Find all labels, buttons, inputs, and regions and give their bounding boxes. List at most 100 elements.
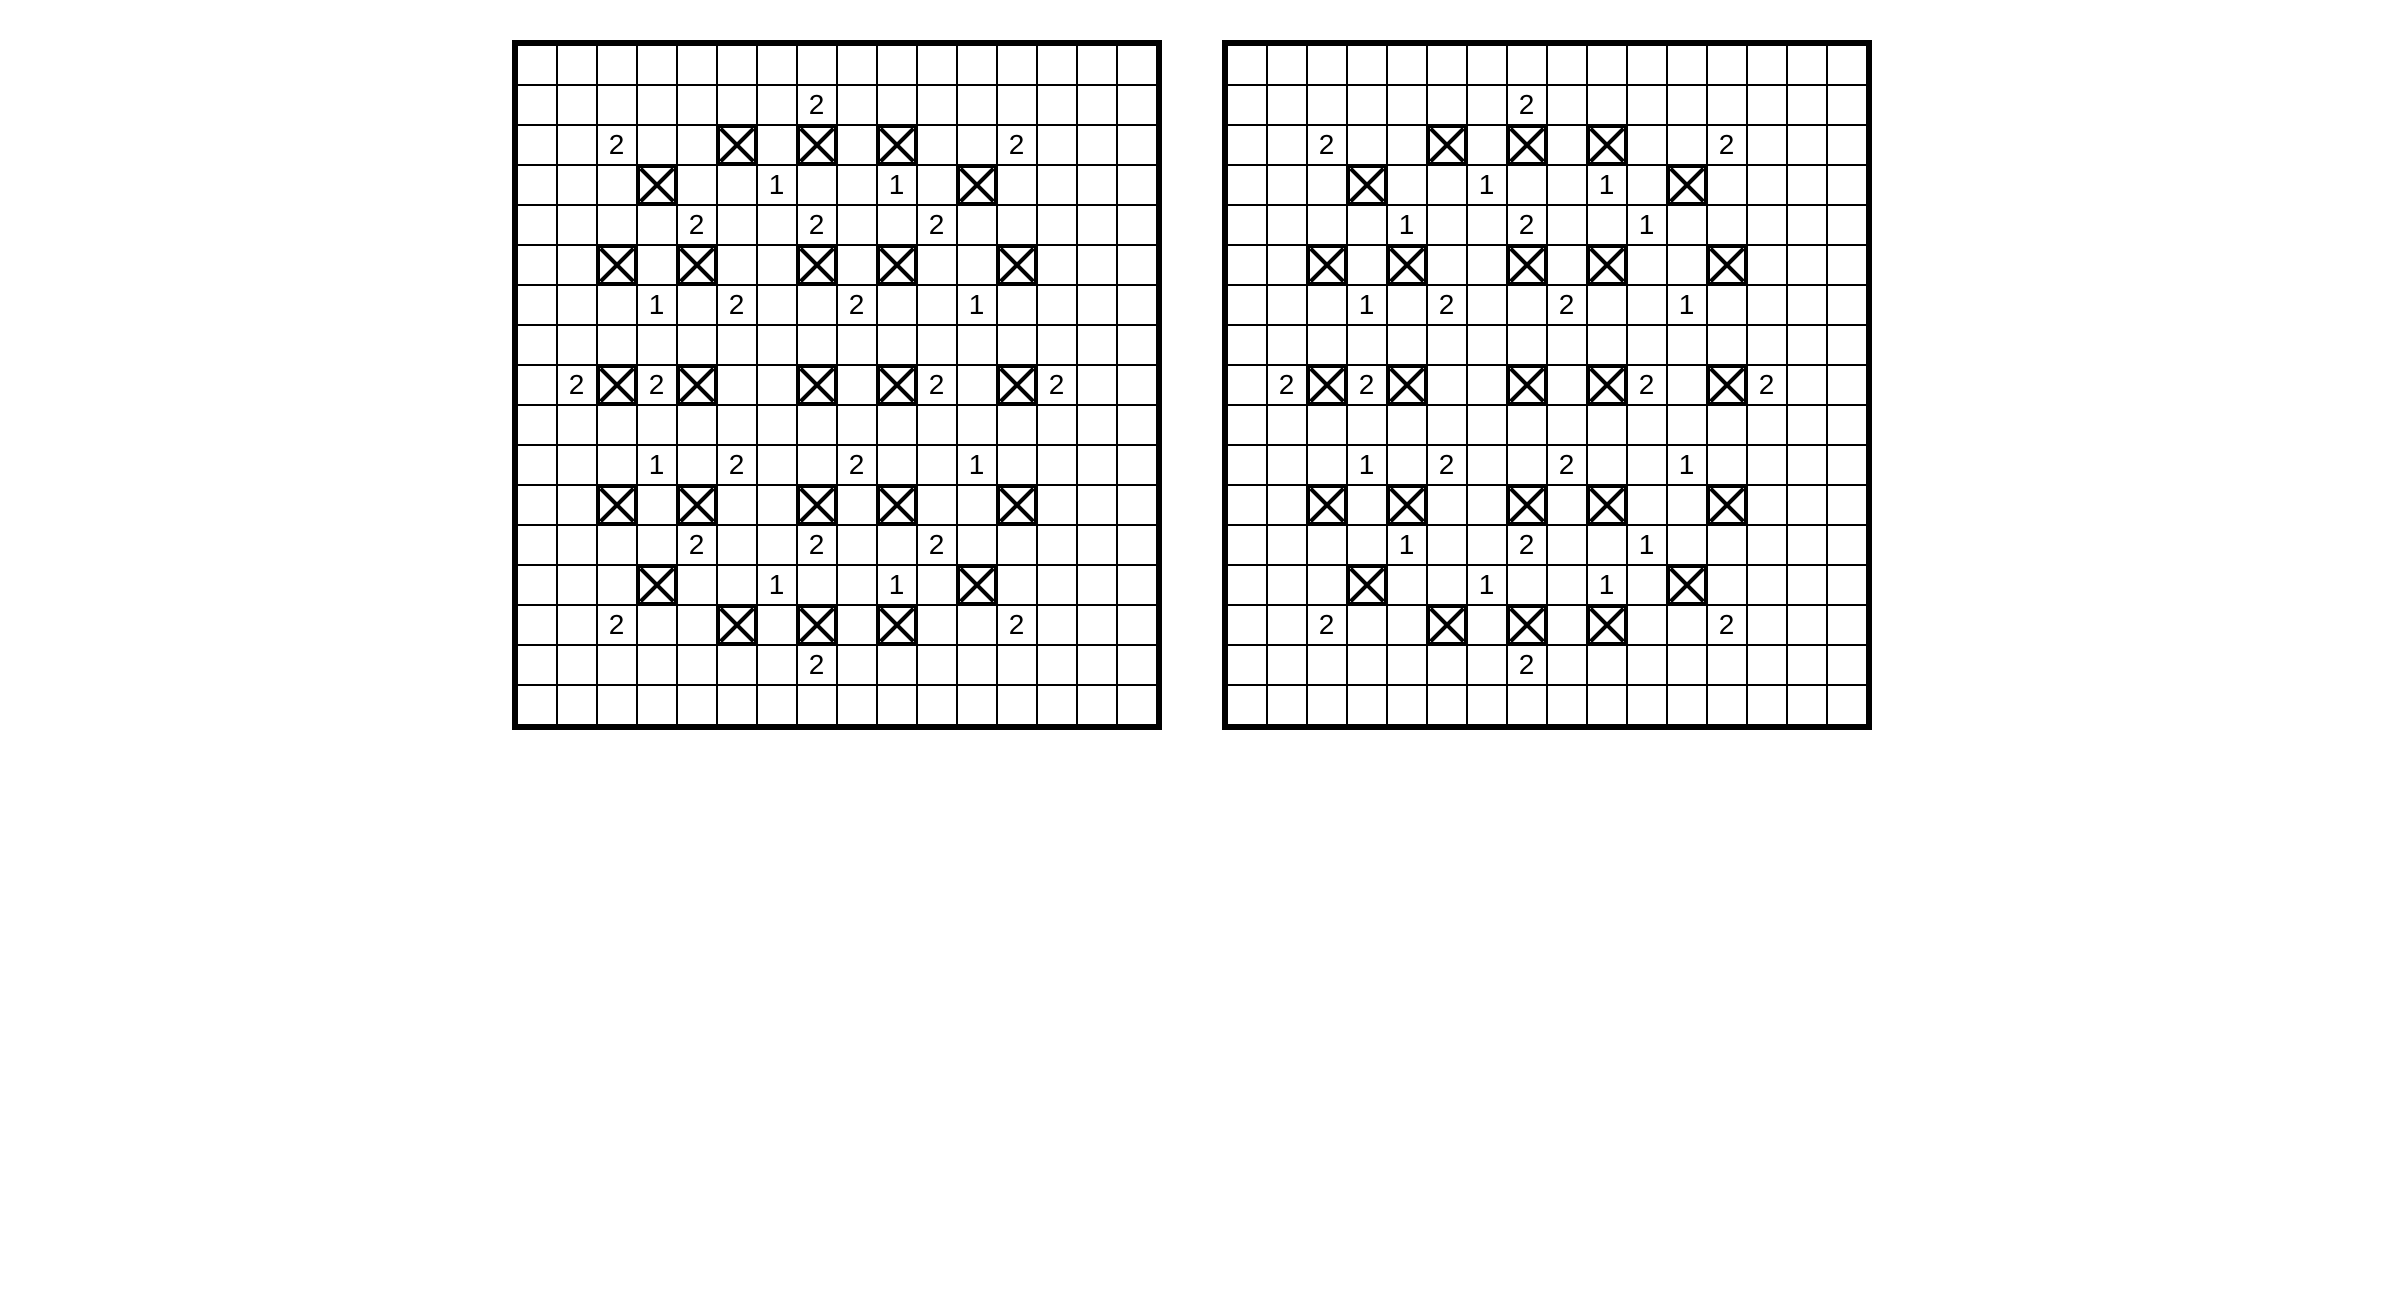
empty-cell <box>1707 645 1747 685</box>
empty-cell <box>517 45 557 85</box>
empty-cell <box>1507 165 1547 205</box>
x-cell <box>797 605 837 645</box>
cell-number: 2 <box>1359 371 1375 399</box>
grid-row: 1221 <box>517 285 1157 325</box>
empty-cell <box>1467 645 1507 685</box>
x-cell <box>1587 245 1627 285</box>
empty-cell <box>797 405 837 445</box>
empty-cell <box>1267 645 1307 685</box>
empty-cell <box>1347 485 1387 525</box>
empty-cell <box>1667 405 1707 445</box>
empty-cell <box>837 685 877 725</box>
empty-cell <box>717 245 757 285</box>
x-cell <box>1707 485 1747 525</box>
cell-number: 2 <box>1049 371 1065 399</box>
empty-cell <box>1787 45 1827 85</box>
empty-cell <box>1667 325 1707 365</box>
empty-cell <box>1347 85 1387 125</box>
empty-cell <box>1747 405 1787 445</box>
empty-cell <box>1627 245 1667 285</box>
empty-cell <box>1547 605 1587 645</box>
empty-cell <box>917 485 957 525</box>
empty-cell <box>557 405 597 445</box>
grid-row: 1221 <box>517 445 1157 485</box>
empty-cell <box>1227 325 1267 365</box>
number-cell: 2 <box>677 205 717 245</box>
empty-cell <box>797 565 837 605</box>
empty-cell <box>637 645 677 685</box>
grid-row: 2 <box>1227 85 1867 125</box>
empty-cell <box>1587 85 1627 125</box>
empty-cell <box>1627 565 1667 605</box>
empty-cell <box>1787 485 1827 525</box>
cell-number: 2 <box>609 131 625 159</box>
empty-cell <box>1227 125 1267 165</box>
empty-cell <box>1627 285 1667 325</box>
empty-cell <box>757 445 797 485</box>
empty-cell <box>997 445 1037 485</box>
empty-cell <box>1117 685 1157 725</box>
number-cell: 2 <box>717 445 757 485</box>
x-cell <box>1307 485 1347 525</box>
empty-cell <box>1467 405 1507 445</box>
number-cell: 1 <box>1467 165 1507 205</box>
empty-cell <box>1827 525 1867 565</box>
empty-cell <box>1587 205 1627 245</box>
empty-cell <box>757 365 797 405</box>
empty-cell <box>1507 685 1547 725</box>
empty-cell <box>1827 245 1867 285</box>
empty-cell <box>1827 485 1867 525</box>
empty-cell <box>757 525 797 565</box>
number-cell: 2 <box>997 605 1037 645</box>
left-grid: 2221122212212222122122211222 <box>512 40 1162 730</box>
empty-cell <box>1747 325 1787 365</box>
empty-cell <box>837 165 877 205</box>
empty-cell <box>837 525 877 565</box>
empty-cell <box>517 285 557 325</box>
empty-cell <box>757 205 797 245</box>
cell-number: 2 <box>809 211 825 239</box>
number-cell: 2 <box>797 85 837 125</box>
cell-number: 1 <box>1599 571 1615 599</box>
empty-cell <box>1307 405 1347 445</box>
empty-cell <box>1077 165 1117 205</box>
empty-cell <box>1227 245 1267 285</box>
grid-row: 222 <box>517 205 1157 245</box>
x-cell <box>1347 165 1387 205</box>
grid-row: 11 <box>1227 565 1867 605</box>
x-cell <box>717 605 757 645</box>
grid-row <box>1227 685 1867 725</box>
empty-cell <box>837 645 877 685</box>
empty-cell <box>517 525 557 565</box>
empty-cell <box>1307 525 1347 565</box>
x-cell <box>877 485 917 525</box>
empty-cell <box>1267 565 1307 605</box>
empty-cell <box>1077 365 1117 405</box>
number-cell: 2 <box>917 365 957 405</box>
empty-cell <box>1267 325 1307 365</box>
empty-cell <box>1507 325 1547 365</box>
empty-cell <box>1747 565 1787 605</box>
empty-cell <box>757 685 797 725</box>
number-cell: 2 <box>1037 365 1077 405</box>
number-cell: 2 <box>1347 365 1387 405</box>
x-cell <box>877 245 917 285</box>
empty-cell <box>1427 365 1467 405</box>
empty-cell <box>597 205 637 245</box>
empty-cell <box>837 85 877 125</box>
empty-cell <box>1507 565 1547 605</box>
grid-row <box>517 405 1157 445</box>
empty-cell <box>517 685 557 725</box>
number-cell: 1 <box>877 565 917 605</box>
cell-number: 1 <box>969 291 985 319</box>
empty-cell <box>757 85 797 125</box>
empty-cell <box>1627 685 1667 725</box>
empty-cell <box>1747 205 1787 245</box>
x-cell <box>1707 365 1747 405</box>
empty-cell <box>717 525 757 565</box>
empty-cell <box>1467 45 1507 85</box>
cell-number: 2 <box>929 531 945 559</box>
empty-cell <box>1427 645 1467 685</box>
empty-cell <box>837 565 877 605</box>
empty-cell <box>917 445 957 485</box>
